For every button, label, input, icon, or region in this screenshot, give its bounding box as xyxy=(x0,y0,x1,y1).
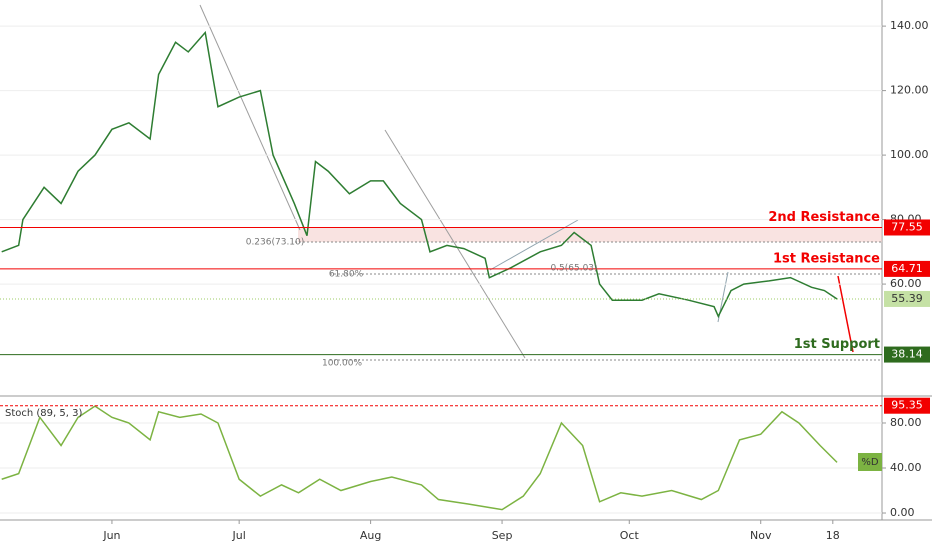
level-label-box xyxy=(884,260,930,277)
level-name: 1st Resistance xyxy=(773,251,880,266)
level-value: 38.14 xyxy=(891,348,923,361)
x-tick-label: 18 xyxy=(826,529,840,542)
y-tick-label: 80.00 xyxy=(890,416,922,429)
series-line xyxy=(1,30,838,319)
arrow xyxy=(489,219,579,271)
last-price-label: 55.39 xyxy=(891,292,923,305)
level-value: 64.71 xyxy=(891,262,923,275)
x-tick-label: Aug xyxy=(360,529,381,542)
level-label-box xyxy=(884,219,930,236)
x-tick-label: Jun xyxy=(102,529,120,542)
level-name: 2nd Resistance xyxy=(768,210,880,225)
level-name: 1st Support xyxy=(794,337,880,352)
x-tick-label: Oct xyxy=(620,529,640,542)
fib-label: 100.00% xyxy=(322,359,362,369)
level-label-box xyxy=(884,346,930,363)
level-label-box xyxy=(884,397,930,414)
last-price-box xyxy=(884,290,930,307)
fib-label: 61.80% xyxy=(329,270,364,280)
y-tick-label: 120.00 xyxy=(890,84,929,97)
level-value: 95.35 xyxy=(891,399,923,412)
fib-label: 0.5(65.03) xyxy=(550,264,597,274)
level-value: 77.55 xyxy=(891,220,923,233)
projection-arrow xyxy=(837,275,854,353)
zone xyxy=(298,228,882,242)
y-tick-label: 0.00 xyxy=(890,506,915,519)
series-line xyxy=(1,405,838,511)
x-tick-label: Jul xyxy=(232,529,246,542)
fib-label: 0.236(73.10) xyxy=(246,238,305,248)
arrow xyxy=(199,4,301,231)
y-tick-label: 140.00 xyxy=(890,19,929,32)
indicator-name: Stoch (89, 5, 3) xyxy=(5,408,82,419)
x-tick-label: Sep xyxy=(492,529,513,542)
legend-box xyxy=(858,453,882,471)
x-tick-label: Nov xyxy=(750,529,772,542)
legend-label: %D xyxy=(861,457,879,468)
arrow xyxy=(384,129,526,359)
y-tick-label: 60.00 xyxy=(890,277,922,290)
y-tick-label: 40.00 xyxy=(890,461,922,474)
y-tick-label: 100.00 xyxy=(890,148,929,161)
